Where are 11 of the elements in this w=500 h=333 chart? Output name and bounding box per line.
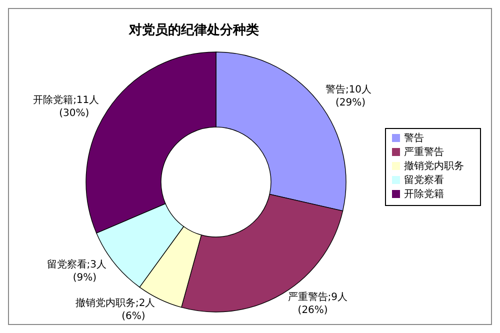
chart-title: 对党员的纪律处分种类 bbox=[128, 22, 260, 39]
data-label: 开除党籍;11人 (30%) bbox=[33, 94, 100, 119]
legend-label: 留党察看 bbox=[404, 174, 444, 186]
legend-label: 警告 bbox=[404, 132, 424, 144]
data-label: 严重警告;9人 (26%) bbox=[288, 291, 348, 316]
data-label: 警告;10人 (29%) bbox=[325, 84, 372, 109]
data-label: 留党察看;3人 (9%) bbox=[46, 258, 107, 284]
legend-label: 开除党籍 bbox=[404, 188, 444, 200]
legend-label: 撤销党内职务 bbox=[404, 160, 464, 172]
legend-label: 严重警告 bbox=[404, 146, 444, 158]
data-label: 撤销党内职务;2人 (6%) bbox=[76, 297, 156, 322]
